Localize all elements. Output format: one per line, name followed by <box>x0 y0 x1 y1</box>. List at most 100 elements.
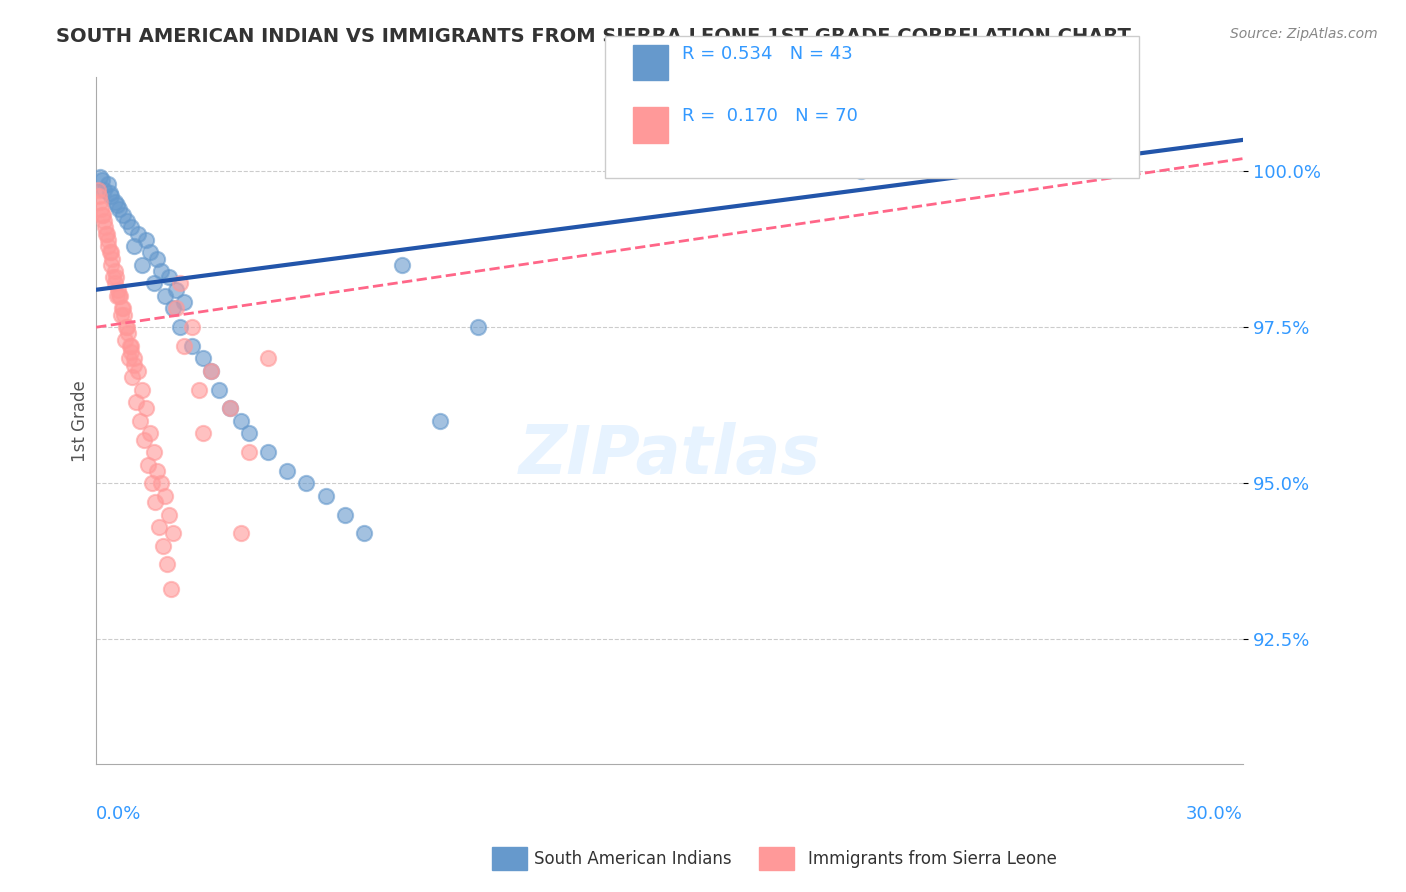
Point <box>315 489 337 503</box>
Point <box>98 186 121 200</box>
Point <box>150 476 173 491</box>
Point <box>146 252 169 266</box>
Text: SOUTH AMERICAN INDIAN VS IMMIGRANTS FROM SIERRA LEONE 1ST GRADE CORRELATION CHAR: SOUTH AMERICAN INDIAN VS IMMIGRANTS FROM… <box>56 27 1130 45</box>
Y-axis label: 1st Grade: 1st Grade <box>72 380 89 462</box>
Point <box>138 426 160 441</box>
Point <box>118 351 141 366</box>
Point <box>117 326 139 341</box>
Point <box>93 183 115 197</box>
Point <box>131 383 153 397</box>
Point <box>127 364 149 378</box>
Point <box>124 351 146 366</box>
Point <box>169 320 191 334</box>
Point <box>166 301 188 316</box>
Point <box>231 414 253 428</box>
Text: 30.0%: 30.0% <box>1187 805 1243 823</box>
Point <box>276 464 298 478</box>
Point <box>91 208 114 222</box>
Point <box>94 227 117 241</box>
Point <box>125 395 148 409</box>
Point <box>111 208 134 222</box>
Point <box>120 220 142 235</box>
Text: Source: ZipAtlas.com: Source: ZipAtlas.com <box>1230 27 1378 41</box>
Point <box>132 433 155 447</box>
Point <box>127 227 149 241</box>
Point <box>115 320 138 334</box>
Point <box>100 189 122 203</box>
Point <box>138 245 160 260</box>
Point <box>200 364 222 378</box>
Point <box>111 301 134 316</box>
Point <box>148 520 170 534</box>
Point <box>135 401 157 416</box>
Point <box>153 489 176 503</box>
Point <box>180 320 202 334</box>
Point <box>103 270 125 285</box>
Text: South American Indians: South American Indians <box>534 850 733 868</box>
Point <box>142 277 165 291</box>
Point <box>219 401 242 416</box>
Point <box>231 526 253 541</box>
Point <box>120 339 142 353</box>
Text: R = 0.534   N = 43: R = 0.534 N = 43 <box>682 45 852 62</box>
Point <box>180 339 202 353</box>
Point <box>118 339 141 353</box>
Text: R =  0.170   N = 70: R = 0.170 N = 70 <box>682 107 858 125</box>
Point <box>188 383 211 397</box>
Point <box>156 558 179 572</box>
Point <box>238 426 260 441</box>
Point <box>207 383 229 397</box>
Point <box>97 239 120 253</box>
Point <box>105 270 128 285</box>
Point <box>429 414 451 428</box>
Point <box>100 258 122 272</box>
Point <box>89 189 111 203</box>
Point <box>162 526 184 541</box>
Point <box>120 345 142 359</box>
Point <box>141 476 163 491</box>
Point <box>108 289 131 303</box>
Point <box>90 202 112 216</box>
Point <box>97 233 120 247</box>
Point <box>200 364 222 378</box>
Point <box>103 264 125 278</box>
Point <box>108 289 131 303</box>
Point <box>157 270 180 285</box>
Point <box>145 495 167 509</box>
Point <box>111 301 134 316</box>
Point <box>150 264 173 278</box>
Point <box>169 277 191 291</box>
Point <box>112 308 135 322</box>
Point <box>193 426 215 441</box>
Point <box>146 464 169 478</box>
Point <box>173 339 195 353</box>
Point <box>124 239 146 253</box>
Point <box>333 508 356 522</box>
Point <box>257 445 280 459</box>
Point <box>104 277 127 291</box>
Point <box>90 173 112 187</box>
Point <box>105 198 128 212</box>
Point <box>153 289 176 303</box>
Point <box>108 202 131 216</box>
Text: 0.0%: 0.0% <box>96 805 142 823</box>
Point <box>193 351 215 366</box>
Point <box>104 195 127 210</box>
Point <box>105 289 128 303</box>
Point <box>98 245 121 260</box>
Point <box>115 320 138 334</box>
Point <box>257 351 280 366</box>
Point <box>93 214 115 228</box>
Point <box>131 258 153 272</box>
Point <box>391 258 413 272</box>
Point <box>121 370 143 384</box>
Point <box>89 170 111 185</box>
Point <box>93 220 115 235</box>
Point <box>152 539 174 553</box>
Point <box>219 401 242 416</box>
Point <box>173 295 195 310</box>
Point <box>89 195 111 210</box>
Point <box>353 526 375 541</box>
Point <box>110 308 132 322</box>
Point <box>100 245 122 260</box>
